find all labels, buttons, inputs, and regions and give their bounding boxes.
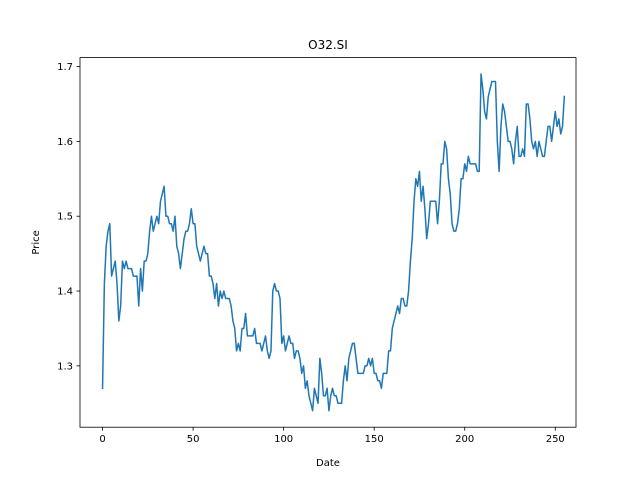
x-axis-ticks: 0 50 100 150 200 250 [99, 427, 565, 445]
y-tick-label: 1.7 [57, 62, 73, 73]
chart-title: O32.SI [308, 38, 348, 52]
x-tick-label: 0 [99, 434, 105, 445]
x-tick-label: 200 [455, 434, 474, 445]
x-tick-label: 50 [187, 434, 200, 445]
y-tick-label: 1.6 [57, 137, 73, 148]
price-series-line [101, 73, 566, 412]
x-tick-label: 250 [546, 434, 565, 445]
y-tick-label: 1.5 [57, 212, 73, 223]
plot-area-frame [79, 57, 577, 428]
x-tick-label: 100 [274, 434, 293, 445]
y-tick-label: 1.3 [57, 361, 73, 372]
y-tick-label: 1.4 [57, 287, 73, 298]
y-axis-label: Price [31, 230, 42, 254]
x-tick-label: 150 [365, 434, 384, 445]
y-axis-ticks: 1.3 1.4 1.5 1.6 1.7 [57, 62, 80, 372]
x-axis-label: Date [316, 458, 340, 469]
